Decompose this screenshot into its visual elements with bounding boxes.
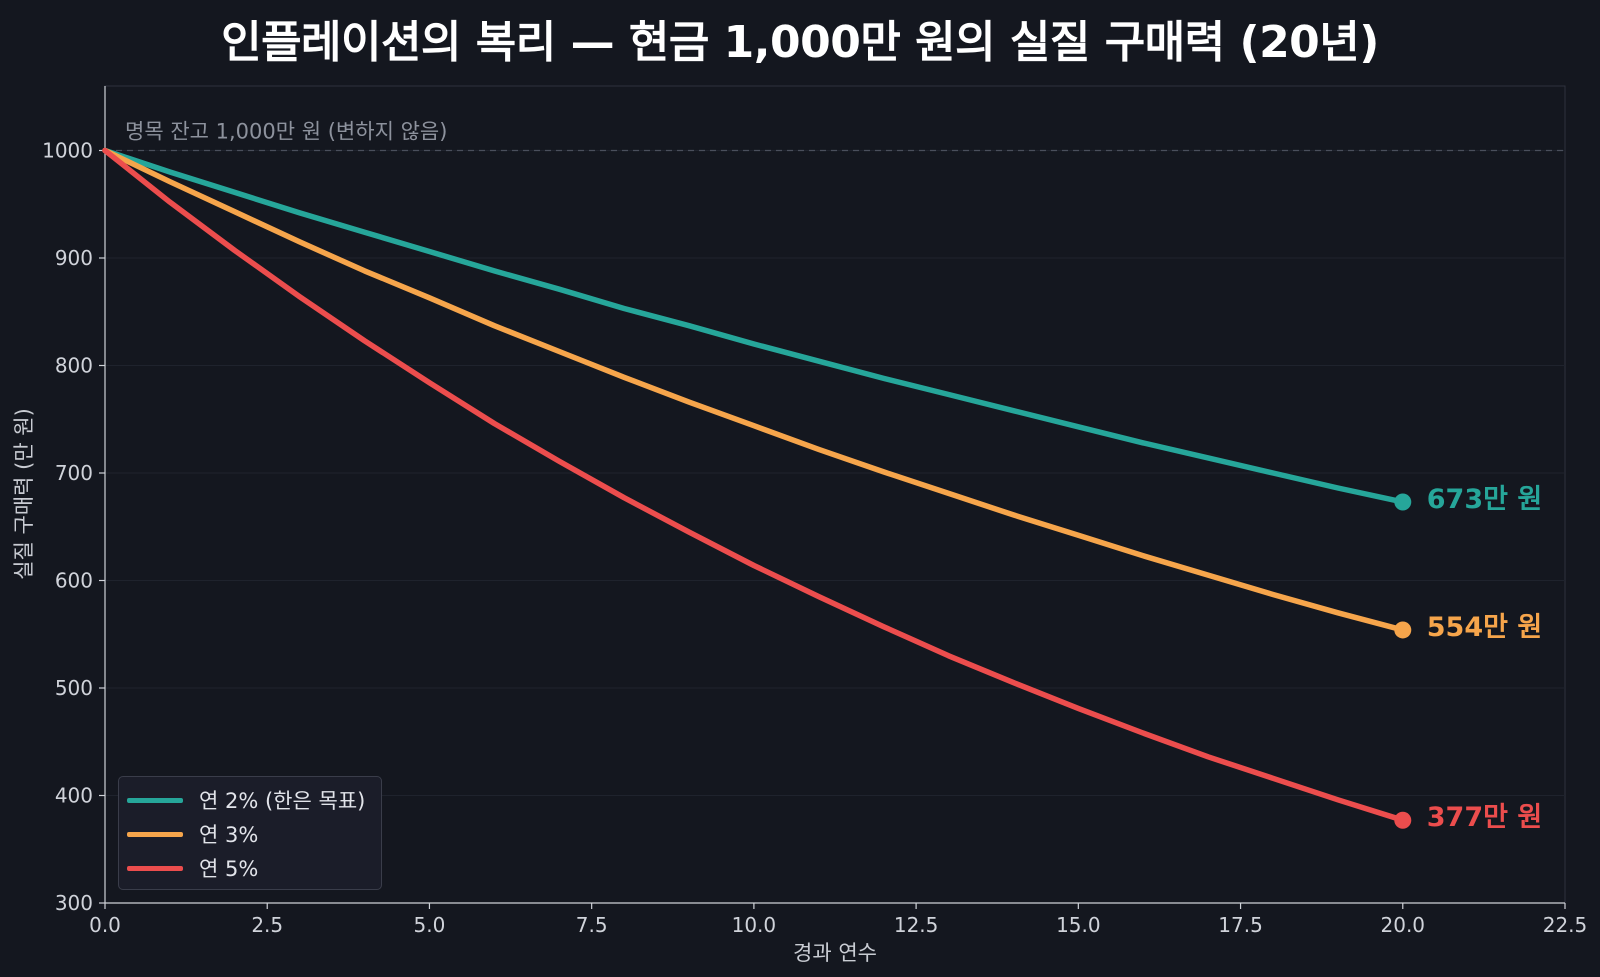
series-line bbox=[102, 147, 1406, 505]
x-tick-label: 2.5 bbox=[251, 913, 283, 937]
legend-item: 연 2% (한은 목표) bbox=[127, 783, 381, 817]
legend-label: 연 3% bbox=[199, 823, 259, 847]
y-tick-label: 300 bbox=[55, 891, 93, 915]
series-end-label: 554만 원 bbox=[1427, 612, 1542, 643]
series-end-label: 377만 원 bbox=[1427, 802, 1542, 833]
x-tick-label: 0.0 bbox=[89, 913, 121, 937]
series-end-marker bbox=[1394, 621, 1412, 639]
x-tick-label: 15.0 bbox=[1056, 913, 1101, 937]
y-tick-label: 400 bbox=[55, 784, 93, 808]
y-tick-label: 600 bbox=[55, 569, 93, 593]
reference-line-group: 명목 잔고 1,000만 원 (변하지 않음) bbox=[105, 120, 1565, 152]
y-tick-label: 900 bbox=[55, 246, 93, 270]
chart-title: 인플레이션의 복리 — 현금 1,000만 원의 실질 구매력 (20년) bbox=[221, 17, 1379, 68]
x-axis-label: 경과 연수 bbox=[793, 941, 877, 965]
legend-item: 연 5% bbox=[127, 851, 381, 885]
legend-swatch bbox=[127, 865, 183, 871]
x-tick-label: 10.0 bbox=[732, 913, 777, 937]
end-labels: 673만 원 554만 원 377만 원 bbox=[1427, 484, 1542, 833]
y-tick-label: 800 bbox=[55, 354, 93, 378]
y-tick-label: 1000 bbox=[42, 139, 93, 163]
y-axis-label: 실질 구매력 (만 원) bbox=[12, 408, 36, 580]
y-tick-label: 700 bbox=[55, 461, 93, 485]
reference-line-label: 명목 잔고 1,000만 원 (변하지 않음) bbox=[125, 120, 447, 144]
series-line bbox=[102, 147, 1406, 823]
legend-item: 연 3% bbox=[127, 817, 381, 851]
axes: 0.0 2.5 5.0 7.5 10.0 12.5 15.0 17.5 20.0 22.5 300 4… bbox=[42, 86, 1587, 937]
plot-area bbox=[104, 85, 1566, 904]
x-tick-label: 12.5 bbox=[894, 913, 939, 937]
legend-swatch bbox=[127, 797, 183, 803]
x-tick-label: 5.0 bbox=[414, 913, 446, 937]
x-tick-label: 20.0 bbox=[1381, 913, 1426, 937]
x-tick-label: 7.5 bbox=[576, 913, 608, 937]
series-end-label: 673만 원 bbox=[1427, 484, 1542, 515]
legend: 연 2% (한은 목표) 연 3% 연 5% bbox=[118, 776, 382, 890]
y-tick-label: 500 bbox=[55, 676, 93, 700]
series-lines bbox=[102, 147, 1412, 829]
x-tick-label: 17.5 bbox=[1218, 913, 1263, 937]
legend-swatch bbox=[127, 831, 183, 837]
series-end-marker bbox=[1394, 493, 1412, 511]
legend-label: 연 5% bbox=[199, 857, 259, 881]
x-tick-label: 22.5 bbox=[1543, 913, 1588, 937]
series-end-marker bbox=[1394, 811, 1412, 829]
series-line bbox=[102, 147, 1406, 633]
legend-label: 연 2% (한은 목표) bbox=[199, 789, 366, 813]
